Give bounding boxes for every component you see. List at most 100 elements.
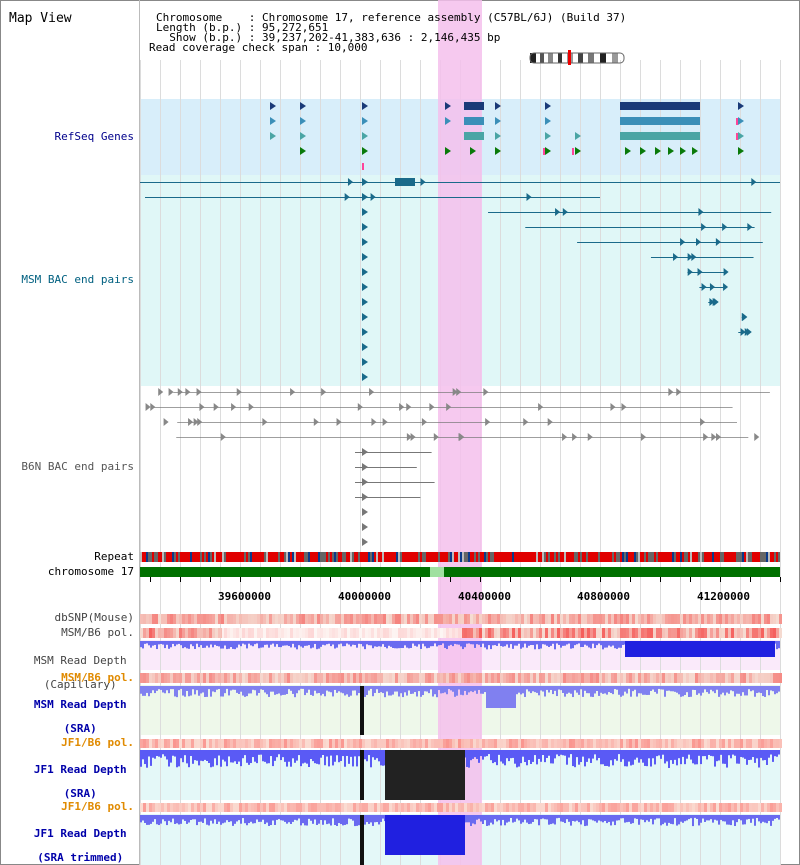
- repeat-segment: [218, 552, 220, 562]
- polymorphism-cell: [170, 673, 173, 683]
- polymorphism-cell: [149, 803, 152, 812]
- polymorphism-cell: [257, 803, 260, 812]
- read-depth-bar: [406, 641, 408, 648]
- polymorphism-cell: [674, 628, 677, 638]
- read-depth-bar: [356, 815, 358, 826]
- polymorphism-cell: [263, 673, 266, 683]
- polymorphism-cell: [428, 803, 431, 812]
- repeat-segment: [160, 552, 162, 562]
- show-range-info: Show (b.p.) : 39,237,202-41,383,636 : 2,…: [156, 31, 501, 44]
- read-depth-bar: [492, 750, 494, 764]
- bac-end-marker: [587, 433, 593, 441]
- polymorphism-cell: [194, 803, 197, 812]
- read-depth-bar: [270, 815, 272, 826]
- polymorphism-cell: [284, 739, 287, 748]
- polymorphism-cell: [638, 673, 641, 683]
- polymorphism-cell: [485, 614, 488, 624]
- polymorphism-cell: [614, 628, 617, 638]
- axis-tick-label: 39600000: [218, 590, 271, 603]
- read-depth-bar: [678, 686, 680, 695]
- read-depth-bar: [778, 686, 780, 692]
- read-depth-bar: [516, 750, 518, 768]
- bac-end-marker: [712, 298, 718, 306]
- read-depth-bar: [604, 686, 606, 694]
- read-depth-bar: [214, 750, 216, 759]
- read-depth-bar: [248, 641, 250, 644]
- read-depth-bar: [506, 750, 508, 759]
- polymorphism-cell: [338, 614, 341, 624]
- bac-end-marker: [362, 223, 368, 231]
- polymorphism-cell: [509, 614, 512, 624]
- repeat-segment: [400, 552, 402, 562]
- repeat-segment: [274, 552, 276, 562]
- read-depth-bar: [414, 686, 416, 693]
- polymorphism-cell: [653, 803, 656, 812]
- read-depth-bar: [746, 750, 748, 765]
- polymorphism-cell: [617, 628, 620, 638]
- read-depth-bar: [686, 815, 688, 821]
- polymorphism-cell: [527, 673, 530, 683]
- polymorphism-cell: [410, 614, 413, 624]
- track-label-msm-bac[interactable]: MSM BAC end pairs: [21, 273, 134, 286]
- read-depth-bar: [340, 815, 342, 825]
- polymorphism-cell: [566, 803, 569, 812]
- polymorphism-cell: [206, 803, 209, 812]
- polymorphism-cell: [389, 739, 392, 748]
- polymorphism-cell: [698, 739, 701, 748]
- read-depth-bar: [340, 686, 342, 693]
- bac-end-marker: [362, 508, 368, 516]
- read-depth-bar: [152, 686, 154, 691]
- polymorphism-cell: [521, 673, 524, 683]
- polymorphism-cell: [398, 739, 401, 748]
- read-depth-bar: [474, 815, 476, 825]
- read-depth-bar: [532, 750, 534, 762]
- repeat-segment: [688, 552, 690, 562]
- read-depth-bar: [528, 750, 530, 760]
- read-depth-bar: [376, 815, 378, 823]
- read-depth-bar: [716, 750, 718, 762]
- read-depth-bar: [718, 686, 720, 697]
- read-depth-bar: [700, 686, 702, 696]
- read-depth-bar: [680, 815, 682, 822]
- polymorphism-cell: [563, 739, 566, 748]
- polymorphism-cell: [626, 739, 629, 748]
- polymorphism-cell: [635, 803, 638, 812]
- polymorphism-cell: [599, 739, 602, 748]
- polymorphism-cell: [779, 614, 782, 624]
- polymorphism-cell: [668, 803, 671, 812]
- read-depth-bar: [278, 815, 280, 820]
- repeat-segment: [180, 552, 182, 562]
- repeat-segment: [730, 552, 732, 562]
- polymorphism-cell: [407, 614, 410, 624]
- polymorphism-cell: [761, 673, 764, 683]
- track-label-b6n-bac[interactable]: B6N BAC end pairs: [21, 460, 134, 473]
- track-label-refseq[interactable]: RefSeq Genes: [54, 130, 134, 143]
- repeat-segment: [678, 552, 680, 562]
- read-depth-bar: [580, 750, 582, 763]
- read-depth-bar: [424, 686, 426, 692]
- polymorphism-cell: [419, 614, 422, 624]
- read-depth-bar: [608, 686, 610, 693]
- read-depth-bar: [510, 641, 512, 645]
- read-depth-bar: [760, 750, 762, 758]
- read-depth-bar: [296, 641, 298, 650]
- repeat-segment: [452, 552, 454, 562]
- read-depth-bar: [180, 815, 182, 824]
- read-depth-bar: [220, 750, 222, 767]
- read-depth-bar: [514, 750, 516, 764]
- repeat-segment: [444, 552, 446, 562]
- polymorphism-cell: [722, 614, 725, 624]
- read-depth-bar: [462, 641, 464, 650]
- repeat-segment: [328, 552, 330, 562]
- polymorphism-cell: [719, 803, 722, 812]
- read-depth-bar: [152, 641, 154, 646]
- polymorphism-cell: [758, 739, 761, 748]
- polymorphism-cell: [554, 614, 557, 624]
- polymorphism-cell: [767, 803, 770, 812]
- repeat-segment: [146, 552, 148, 562]
- read-depth-bar: [730, 750, 732, 759]
- polymorphism-cell: [650, 739, 653, 748]
- read-depth-bar: [582, 815, 584, 821]
- polymorphism-cell: [302, 673, 305, 683]
